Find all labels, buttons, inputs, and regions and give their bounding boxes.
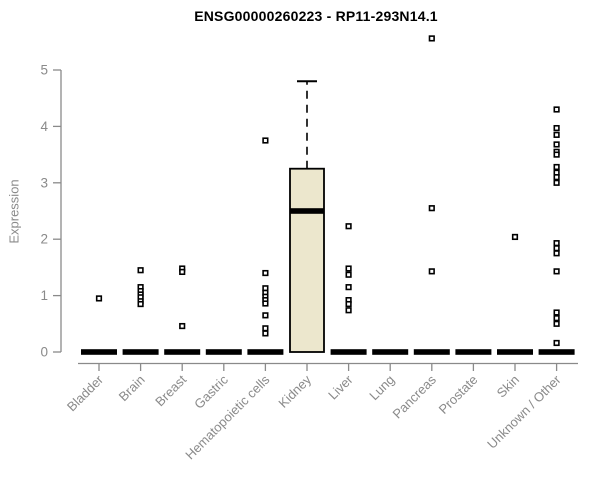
outlier-point xyxy=(553,151,560,158)
x-tick-label: Skin xyxy=(494,372,522,400)
outlier-point xyxy=(345,284,352,291)
y-tick-label: 3 xyxy=(40,175,48,190)
outlier-point xyxy=(262,312,269,319)
outlier-point xyxy=(262,137,269,144)
chart-title: ENSG00000260223 - RP11-293N14.1 xyxy=(194,8,438,24)
outlier-point xyxy=(553,250,560,257)
collapsed-box xyxy=(81,349,117,355)
x-tick-label: Unknown / Other xyxy=(484,372,564,452)
collapsed-box xyxy=(372,349,409,355)
outlier-point xyxy=(137,267,144,274)
collapsed-box xyxy=(538,349,575,355)
outlier-point xyxy=(262,325,269,332)
collapsed-box xyxy=(497,349,533,355)
outlier-point xyxy=(137,300,144,308)
collapsed-box xyxy=(455,349,492,355)
y-tick-label: 4 xyxy=(40,119,48,134)
collapsed-box xyxy=(413,349,450,355)
outlier-point xyxy=(345,223,352,230)
outlier-point xyxy=(262,300,269,307)
outlier-point xyxy=(95,295,103,302)
collapsed-box xyxy=(247,349,284,355)
collapsed-box xyxy=(164,349,201,355)
outlier-point xyxy=(553,339,560,347)
outlier-point xyxy=(553,320,560,327)
outlier-point xyxy=(428,268,435,275)
outlier-point xyxy=(345,300,352,308)
outlier-point xyxy=(345,307,352,314)
collapsed-box xyxy=(122,349,159,355)
outlier-point xyxy=(262,269,269,277)
outlier-point xyxy=(553,240,560,247)
outlier-point xyxy=(345,265,352,272)
outlier-point xyxy=(428,35,435,42)
outlier-point xyxy=(511,233,519,241)
outlier-point xyxy=(553,268,560,275)
x-tick-label: Bladder xyxy=(64,372,107,415)
median-line xyxy=(290,208,324,214)
outlier-point xyxy=(553,245,560,252)
y-tick-label: 2 xyxy=(40,232,48,247)
y-tick-label: 0 xyxy=(40,345,48,360)
x-tick-label: Prostate xyxy=(436,372,481,417)
x-tick-label: Breast xyxy=(152,372,189,409)
outlier-point xyxy=(553,315,560,322)
outlier-point xyxy=(179,268,186,276)
x-tick-label: Brain xyxy=(116,372,148,404)
outlier-point xyxy=(428,205,435,212)
box xyxy=(289,167,325,353)
x-tick-label: Lung xyxy=(366,372,397,403)
y-tick-label: 5 xyxy=(40,63,48,78)
outlier-point xyxy=(179,322,186,330)
collapsed-box xyxy=(330,349,367,355)
x-tick-label: Gastric xyxy=(191,372,231,412)
outlier-point xyxy=(553,174,560,181)
y-tick-label: 1 xyxy=(40,288,48,303)
x-tick-label: Kidney xyxy=(275,372,314,411)
outlier-point xyxy=(553,309,560,316)
x-tick-label: Pancreas xyxy=(389,372,439,422)
outlier-point xyxy=(553,124,560,132)
x-tick-label: Liver xyxy=(325,372,356,403)
outlier-point xyxy=(553,141,560,148)
outlier-point xyxy=(553,163,560,171)
collapsed-box xyxy=(205,349,242,355)
outlier-point xyxy=(262,330,269,337)
outlier-point xyxy=(345,271,352,278)
outlier-point xyxy=(553,131,560,138)
outlier-point xyxy=(553,106,560,113)
outlier-point xyxy=(553,179,560,186)
